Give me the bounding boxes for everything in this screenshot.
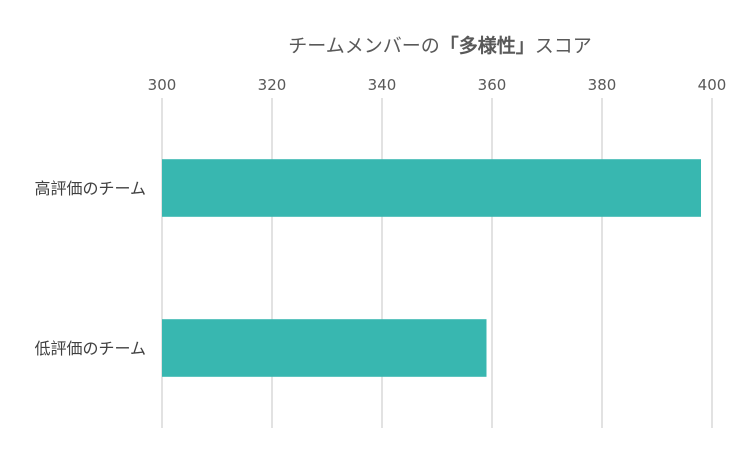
- chart-title-part: 「多様性」: [440, 34, 535, 57]
- chart-title-part: スコア: [535, 35, 592, 57]
- x-tick-label: 360: [478, 76, 507, 94]
- x-tick-label: 300: [148, 76, 177, 94]
- bar: [162, 159, 701, 217]
- gridlines: [161, 98, 713, 428]
- x-tick-label: 400: [698, 76, 727, 94]
- x-tick-label: 380: [588, 76, 617, 94]
- category-label: 低評価のチーム: [34, 339, 146, 358]
- chart-title-part: チームメンバーの: [288, 35, 439, 57]
- x-axis-ticks: 300 320 340 360 380 400: [148, 76, 727, 94]
- x-tick-label: 340: [368, 76, 397, 94]
- x-tick-label: 320: [258, 76, 287, 94]
- bar: [162, 319, 487, 377]
- category-label: 高評価のチーム: [34, 179, 146, 198]
- chart-title: チームメンバーの「多様性」スコア: [288, 34, 591, 57]
- bars: [162, 159, 701, 377]
